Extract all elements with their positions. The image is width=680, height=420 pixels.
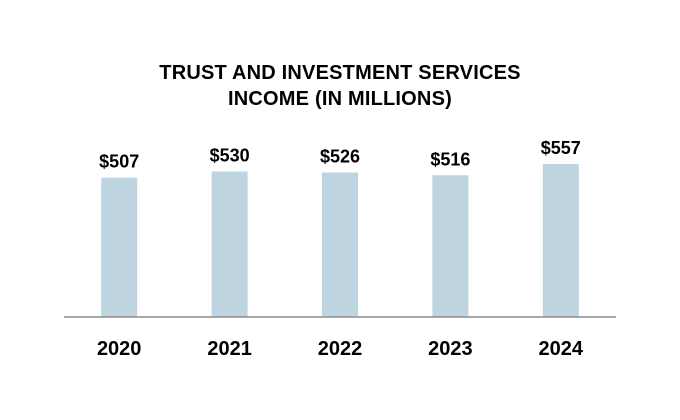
bar-2022 <box>322 172 358 317</box>
value-label-2023: $516 <box>430 149 470 169</box>
value-label-2024: $557 <box>541 138 581 158</box>
chart-title-line-1: TRUST AND INVESTMENT SERVICES <box>159 62 521 84</box>
x-tick-label-2021: 2021 <box>207 338 252 360</box>
bar-2024 <box>542 164 579 317</box>
bar-2021 <box>211 171 248 317</box>
x-tick-label-2024: 2024 <box>539 338 584 360</box>
bar-2020 <box>101 177 138 317</box>
value-label-2022: $526 <box>320 147 360 167</box>
x-tick-label-2022: 2022 <box>318 338 363 360</box>
x-tick-label-2020: 2020 <box>97 338 142 360</box>
value-label-2021: $530 <box>210 145 250 165</box>
bar-2023 <box>432 175 469 317</box>
chart-title-line-2: INCOME (IN MILLIONS) <box>228 88 452 110</box>
x-tick-label-2023: 2023 <box>428 338 473 360</box>
value-label-2020: $507 <box>99 152 139 172</box>
